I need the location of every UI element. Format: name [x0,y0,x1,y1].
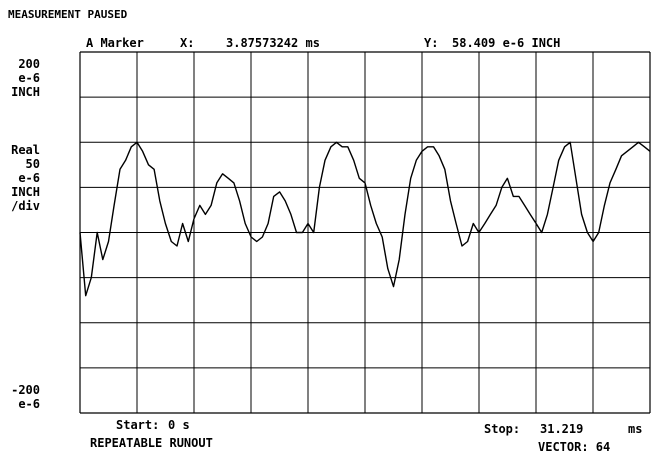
plot-grid [79,51,651,414]
start-value: 0 s [168,418,190,432]
y-axis-scale-value: 50 [25,157,40,171]
marker-name: A Marker [86,36,144,50]
marker-y-value: 58.409 e-6 INCH [452,36,561,50]
stop-value: 31.219 [540,422,584,436]
y-axis-scale-unit: INCH [11,185,40,199]
y-axis-scale-format: Real [11,143,40,157]
stop-label: Stop: [484,422,521,436]
measurement-status: MEASUREMENT PAUSED [8,8,128,21]
y-axis-top-unit: INCH [11,85,40,99]
trace-line [79,141,651,297]
y-axis-scale-exponent: e-6 [18,171,40,185]
y-axis-bottom-value: -200 [11,383,40,397]
marker-x-label: X: [180,36,195,50]
marker-y-label: Y: [424,36,439,50]
y-axis-scale-per-div: /div [11,199,40,213]
y-axis-bottom-exponent: e-6 [18,397,40,411]
trace-name: REPEATABLE RUNOUT [90,436,213,450]
y-axis-top-value: 200 [18,57,40,71]
y-axis-top-exponent: e-6 [18,71,40,85]
marker-x-value: 3.87573242 ms [226,36,320,50]
stop-unit: ms [628,422,643,436]
start-label: Start: [116,418,160,432]
vector-count: VECTOR: 64 [538,440,611,454]
